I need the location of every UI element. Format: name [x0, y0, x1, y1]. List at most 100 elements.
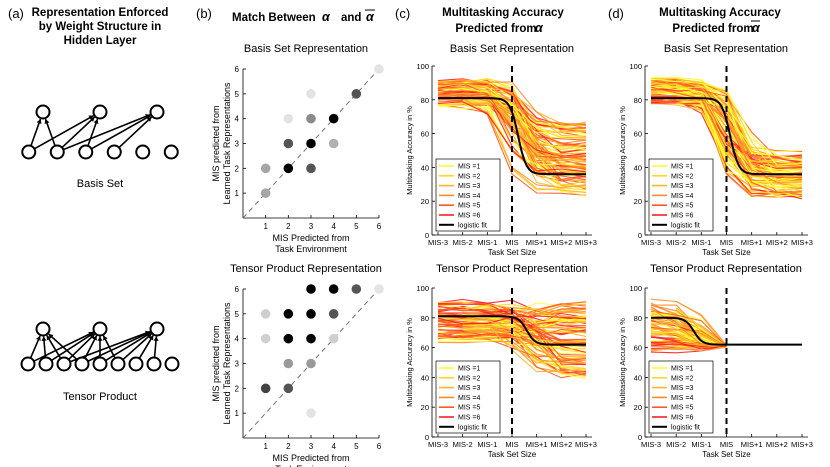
- data-point: [306, 309, 316, 319]
- y-tick-label: 100: [629, 284, 642, 293]
- connection-arrow: [91, 114, 151, 150]
- y-tick-label: 4: [235, 115, 240, 124]
- y-tick-label: 40: [634, 373, 642, 382]
- legend-label: logistic fit: [458, 424, 487, 431]
- x-tick-label: MIS: [720, 440, 733, 449]
- data-point: [306, 284, 316, 294]
- connection-arrow: [61, 116, 96, 149]
- data-point: [283, 309, 294, 319]
- panel-c-title-line-2: Predicted from: [455, 23, 536, 35]
- arrow-head: [93, 119, 99, 124]
- panel-d-title-line-1: Multitasking Accuracy: [659, 7, 781, 19]
- legend-label: MIS =1: [671, 164, 693, 171]
- x-tick-label: 1: [263, 222, 268, 231]
- series-line: [462, 101, 587, 133]
- connection-arrow: [138, 335, 154, 359]
- series-line: [438, 303, 587, 335]
- data-point: [328, 138, 339, 149]
- y-tick-label: 5: [235, 90, 240, 99]
- legend-label: MIS =6: [458, 213, 480, 220]
- data-point: [260, 188, 271, 198]
- x-tick-label: MIS+3: [791, 238, 813, 247]
- input-unit: [78, 144, 94, 160]
- y-tick-label: 60: [634, 344, 642, 353]
- x-tick-label: MIS+1: [741, 440, 763, 449]
- x-axis-label: Task Set Size: [702, 248, 751, 257]
- x-tick-label: MIS-3: [641, 238, 661, 247]
- series-line: [462, 324, 587, 343]
- series-line: [650, 328, 727, 348]
- arrow-head: [88, 115, 94, 121]
- data-point: [283, 138, 294, 149]
- data-point: [283, 113, 294, 124]
- y-tick-label: 1: [235, 409, 240, 418]
- y-tick-label: 0: [425, 231, 429, 240]
- y-tick-label: 20: [634, 403, 642, 412]
- x-tick-label: 4: [331, 222, 336, 231]
- legend-label: MIS =2: [458, 375, 480, 382]
- data-point: [374, 64, 384, 74]
- panel-b-alpha: α: [322, 10, 331, 24]
- x-tick-label: MIS-2: [666, 440, 686, 449]
- x-tick-label: 1: [263, 442, 268, 451]
- arrow-head: [146, 117, 152, 122]
- x-axis-label: Task Set Size: [488, 248, 537, 257]
- hidden-unit: [35, 321, 51, 337]
- panel-b-alpha-bar: α: [366, 10, 375, 24]
- row-title-d-top: Basis Set Representation: [664, 43, 788, 55]
- y-tick-label: 60: [421, 344, 429, 353]
- connection-arrow: [118, 116, 153, 149]
- x-tick-label: MIS+1: [526, 238, 548, 247]
- panel-d-alpha-bar: α: [752, 21, 761, 35]
- row-title-c-bottom: Tensor Product Representation: [436, 263, 588, 275]
- data-point: [328, 113, 339, 124]
- input-unit: [146, 356, 162, 372]
- y-tick-label: 40: [421, 163, 429, 172]
- x-tick-label: MIS+2: [766, 238, 788, 247]
- x-tick-label: MIS-1: [477, 238, 497, 247]
- data-point: [328, 309, 339, 319]
- y-axis-label: Multitasking Accuracy in %: [618, 106, 627, 195]
- x-tick-label: MIS-2: [453, 440, 473, 449]
- x-axis-label-line-2: Task Environment: [275, 464, 347, 467]
- x-tick-label: 3: [309, 222, 314, 231]
- y-tick-label: 80: [421, 314, 429, 323]
- panel-a-title-line-2: by Weight Structure in: [39, 21, 161, 33]
- y-tick-label: 100: [416, 284, 429, 293]
- panel-b-title-text: Match Between: [232, 12, 316, 24]
- logistic-fit-line: [651, 316, 802, 346]
- y-axis-label-line-1: MIS predicted from: [211, 105, 221, 181]
- legend-label: MIS =5: [458, 203, 480, 210]
- x-tick-label: 4: [331, 442, 336, 451]
- data-point: [260, 333, 271, 344]
- y-tick-label: 20: [634, 197, 642, 206]
- x-axis-label: Task Set Size: [702, 450, 751, 459]
- legend-label: MIS =4: [458, 193, 480, 200]
- data-point: [283, 358, 294, 369]
- arrow-head: [89, 117, 95, 122]
- y-tick-label: 60: [634, 130, 642, 139]
- hidden-unit: [92, 321, 108, 337]
- series-line: [437, 301, 587, 323]
- input-unit: [49, 144, 65, 160]
- connection-arrow: [30, 118, 42, 147]
- connection-arrow: [34, 114, 94, 150]
- y-tick-label: 20: [421, 403, 429, 412]
- data-point: [351, 284, 362, 294]
- panel-c-alpha: α: [535, 21, 544, 35]
- y-tick-label: 5: [235, 310, 240, 319]
- basis-set-label: Basis Set: [77, 178, 123, 190]
- input-unit: [163, 144, 179, 160]
- x-tick-label: 2: [286, 222, 291, 231]
- arrow-head: [153, 336, 159, 341]
- basis-set-network-diagram: [21, 104, 179, 160]
- legend-label: MIS =4: [671, 395, 693, 402]
- input-unit: [92, 356, 108, 372]
- data-point: [260, 383, 271, 394]
- x-tick-label: MIS: [720, 238, 733, 247]
- arrow-head: [46, 335, 52, 341]
- y-axis-label: Multitasking Accuracy in %: [405, 318, 414, 407]
- x-tick-label: MIS-1: [477, 440, 497, 449]
- legend-label: MIS =3: [671, 183, 693, 190]
